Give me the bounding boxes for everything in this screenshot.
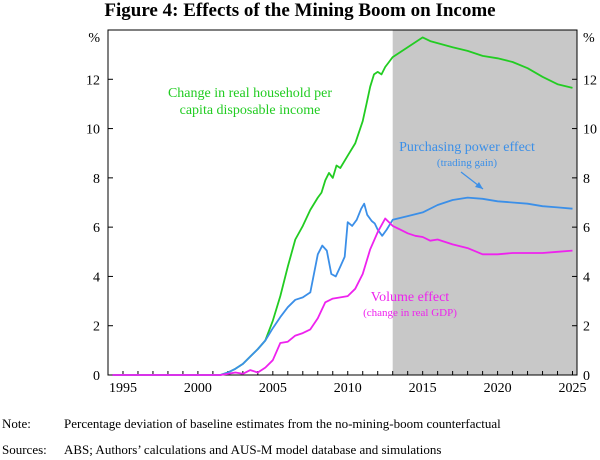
plot-frame [107,29,578,376]
series-label-volume: Volume effect [371,290,450,305]
y-tick-label-left: 6 [93,221,100,236]
y-unit-left: % [88,31,100,46]
x-tick-label: 2020 [484,381,512,395]
y-tick-label-right: 4 [583,270,590,285]
sources-label: Sources: [2,442,47,457]
y-tick-label-left: 4 [93,270,100,285]
series-label-income-line1: Change in real household per [168,86,332,101]
y-tick-label-left: 8 [93,172,100,187]
x-tick-label: 2015 [409,381,437,395]
y-unit-right: % [583,31,595,46]
series-sublabel-volume: (change in real GDP) [363,307,457,319]
y-tick-label-left: 10 [86,123,100,138]
x-tick-label: 2005 [259,381,287,395]
sources-text: ABS; Authors’ calculations and AUS-M mod… [64,442,442,457]
y-tick-label-left: 0 [93,369,100,384]
x-tick-label: 1995 [109,381,137,395]
projection-shade [392,30,577,375]
purchasing-arrow-head [475,182,483,189]
chart-title: Figure 4: Effects of the Mining Boom on … [104,0,496,21]
x-tick-label: 2010 [334,381,362,395]
note-label: Note: [2,416,31,431]
x-tick-label: 2025 [559,381,587,395]
y-tick-label-right: 2 [583,320,590,335]
y-tick-label-right: 12 [583,73,597,88]
note-text: Percentage deviation of baseline estimat… [64,416,501,431]
series-line-2 [112,217,573,376]
series-line-1 [112,196,573,376]
series-sublabel-purchasing: (trading gain) [437,157,498,169]
y-tick-label-left: 2 [93,320,100,335]
y-tick-label-right: 10 [583,123,597,138]
y-tick-label-right: 6 [583,221,590,236]
y-tick-label-right: 8 [583,172,590,187]
y-tick-label-right: 0 [583,369,590,384]
line-chart: 0 0 2 2 4 4 6 6 8 8 10 10 12 12% % 1995 2000 2005 2010 2015… [86,29,597,395]
series-label-purchasing: Purchasing power effect [399,140,535,155]
x-tick-label: 2000 [184,381,212,395]
y-tick-label-left: 12 [86,73,100,88]
series-label-income-line2: capita disposable income [180,103,321,118]
